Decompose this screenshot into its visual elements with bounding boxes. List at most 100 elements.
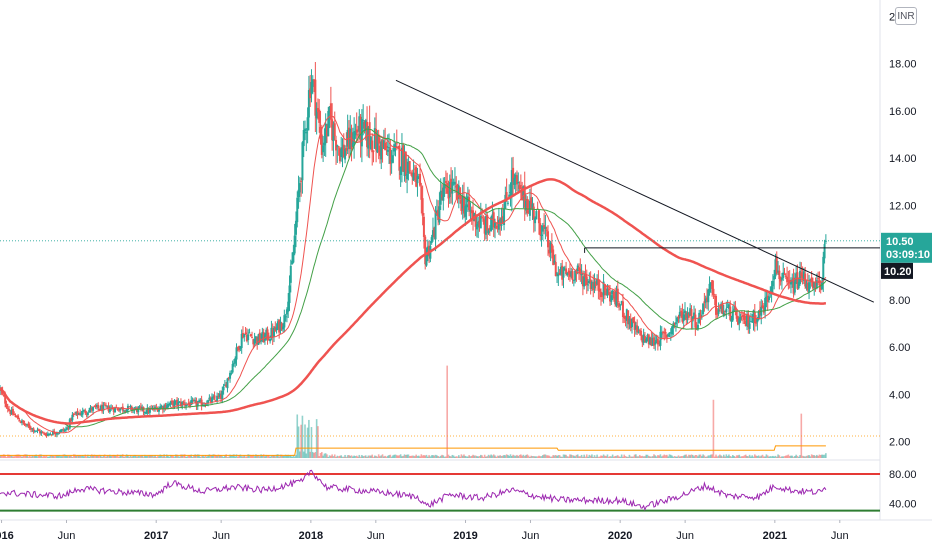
candle [177,398,180,411]
volume-bar [277,454,279,458]
volume-bar [695,455,698,458]
volume-bar [713,456,716,458]
volume-bar [54,455,57,458]
volume-bar [809,456,812,458]
volume-bar [797,456,800,458]
volume-bar [712,399,715,458]
candle [230,370,233,376]
volume-bar [174,454,177,458]
volume-bar [234,456,237,458]
candle [416,168,419,197]
volume-bar [442,455,445,458]
candle [328,105,331,129]
volume-bar [238,455,240,458]
candle [664,328,667,339]
candle [298,177,301,203]
candle [407,155,410,181]
volume-bar [417,455,420,458]
volume-bar [560,456,562,458]
volume-bar [402,455,405,458]
currency-button[interactable]: INR [895,7,917,25]
volume-bar [781,456,783,458]
volume-bar [371,454,374,458]
volume-bar [233,454,235,458]
candle [676,316,679,328]
volume-bar [783,456,786,458]
volume-bar [45,455,48,458]
candle [27,421,30,428]
volume-bar [395,455,398,458]
volume-bar [160,455,163,458]
volume-bar [204,455,207,458]
candle [275,323,278,334]
candle [678,305,681,323]
volume-bar [816,454,818,458]
current-price-value: 10.50 [886,236,914,248]
candle [430,234,433,245]
volume-bar [799,455,801,458]
candle [232,359,235,367]
volume-bar [494,455,496,458]
volume-bar [261,455,264,458]
candle [196,400,199,410]
candle [553,254,556,265]
candle [534,216,537,232]
trendline[interactable] [395,79,875,303]
volume-bar [56,455,58,458]
candle [680,307,683,318]
candle [824,234,827,245]
candle [618,301,621,311]
volume-bar [313,452,315,458]
candle [444,170,447,194]
volume-bar [48,456,50,458]
candle [167,401,170,410]
candle [227,376,230,381]
candle [99,404,102,410]
candle [311,75,314,95]
candle [373,117,376,149]
volume-bar [667,456,669,458]
candle [620,300,623,306]
volume-bar [379,456,381,458]
candle [483,216,486,241]
candle [457,180,460,209]
volume-bar [106,455,109,458]
volume-bar [579,456,582,458]
time-tick-label: 2020 [608,530,632,542]
candle [530,186,533,211]
volume-bar [703,455,706,458]
time-tick-label: Jun [676,530,694,542]
volume-bar [513,455,516,458]
candle [740,310,743,322]
volume-bar [287,454,290,458]
candle [649,336,652,346]
volume-bar [650,456,653,458]
volume-bar [100,455,102,458]
candle [774,253,777,280]
volume-bar [578,456,580,458]
volume-bar [526,454,529,458]
candle [104,402,107,409]
candle [33,430,36,434]
volume-bar [503,454,505,458]
candle [632,317,635,324]
volume-bar [81,455,84,458]
candle [621,293,624,324]
volume-bar [399,454,402,458]
candle [307,75,310,131]
candle [536,201,539,210]
candle [344,145,347,164]
volume-bar [403,454,406,458]
candle [689,303,692,316]
candle [687,311,690,321]
volume-bar [311,452,314,458]
volume-bar [633,454,636,458]
volume-bar [191,456,194,458]
candle [638,328,641,336]
candle [762,303,765,315]
candle [313,79,316,93]
volume-bar [735,455,738,458]
volume-bar [539,456,542,458]
level-price-tag: 10.20 [881,262,913,279]
